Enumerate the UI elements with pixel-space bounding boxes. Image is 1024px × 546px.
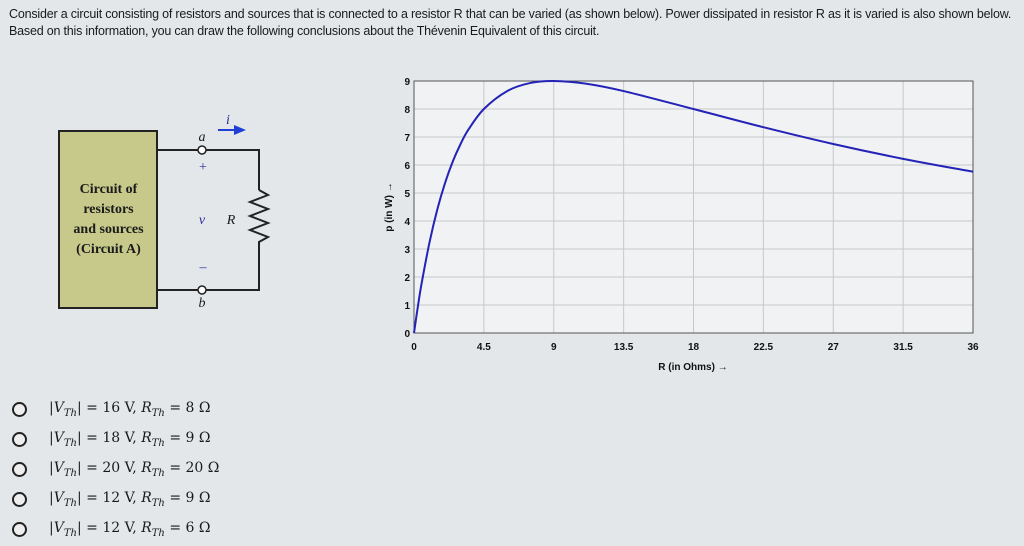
x-axis-label: R (in Ohms) → — [658, 362, 727, 373]
current-arrow-head-icon — [234, 125, 246, 135]
option-label: |VTh| = 12 V, RTh = 6 Ω — [49, 520, 211, 539]
plus-label: + — [199, 160, 207, 175]
x-tick-label: 13.5 — [614, 342, 634, 353]
x-tick-label: 36 — [967, 342, 979, 353]
y-tick-label: 5 — [404, 189, 410, 200]
plot-frame — [413, 80, 974, 334]
x-tick-label: 9 — [551, 342, 557, 353]
resistor-label: R — [226, 213, 236, 228]
radio-button[interactable] — [12, 521, 27, 537]
y-tick-label: 1 — [404, 301, 410, 312]
circuit-diagram — [58, 125, 271, 309]
answer-option[interactable]: |VTh| = 18 V, RTh = 9 Ω — [12, 430, 210, 449]
y-tick-label: 0 — [404, 329, 410, 340]
terminal-a-label: a — [198, 130, 206, 145]
terminal-a-icon — [197, 145, 207, 155]
radio-button[interactable] — [12, 461, 27, 477]
circuit-a-box — [58, 130, 158, 309]
terminal-b-icon — [197, 285, 207, 295]
terminal-b-label: b — [198, 296, 206, 311]
y-axis-label: p (in W) → — [384, 182, 395, 231]
power-curve — [413, 79, 974, 334]
answer-option[interactable]: |VTh| = 20 V, RTh = 20 Ω — [12, 460, 219, 479]
y-tick-label: 4 — [404, 217, 410, 228]
option-label: |VTh| = 12 V, RTh = 9 Ω — [49, 490, 211, 509]
x-tick-label: 27 — [828, 342, 840, 353]
y-tick-label: 3 — [404, 245, 410, 256]
radio-button[interactable] — [12, 401, 27, 417]
y-tick-label: 9 — [404, 77, 410, 88]
radio-button[interactable] — [12, 491, 27, 507]
circuit-box-label: Circuit of resistors and sources (Circui… — [60, 180, 157, 260]
voltage-label: v — [198, 213, 206, 228]
y-tick-label: 7 — [404, 133, 410, 144]
box-line: and sources — [73, 222, 144, 237]
x-tick-label: 4.5 — [477, 342, 491, 353]
x-tick-label: 18 — [688, 342, 700, 353]
radio-button[interactable] — [12, 431, 27, 447]
question-text: Consider a circuit consisting of resisto… — [9, 7, 1012, 38]
box-line: Circuit of — [79, 182, 138, 197]
x-tick-label: 31.5 — [893, 342, 913, 353]
answer-option[interactable]: |VTh| = 12 V, RTh = 9 Ω — [12, 490, 210, 509]
box-line: (Circuit A) — [76, 242, 141, 257]
option-label: |VTh| = 20 V, RTh = 20 Ω — [49, 460, 220, 479]
current-label: i — [226, 113, 230, 128]
x-tick-label: 22.5 — [754, 342, 774, 353]
option-label: |VTh| = 16 V, RTh = 8 Ω — [49, 400, 211, 419]
box-line: resistors — [83, 202, 134, 217]
power-chart: 0 4.5 9 13.5 18 22.5 27 31.5 36 0 1 2 3 4 5 6 7 8 9 R (in … — [384, 77, 979, 373]
option-label: |VTh| = 18 V, RTh = 9 Ω — [49, 430, 211, 449]
x-tick-label: 0 — [411, 342, 417, 353]
y-tick-label: 8 — [404, 105, 410, 116]
answer-option[interactable]: |VTh| = 12 V, RTh = 6 Ω — [12, 520, 210, 539]
wire-top — [157, 149, 260, 190]
y-tick-label: 6 — [404, 161, 410, 172]
y-tick-label: 2 — [404, 273, 410, 284]
minus-label: – — [199, 260, 207, 275]
resistor-icon — [157, 189, 271, 291]
answer-option[interactable]: |VTh| = 16 V, RTh = 8 Ω — [12, 400, 210, 419]
